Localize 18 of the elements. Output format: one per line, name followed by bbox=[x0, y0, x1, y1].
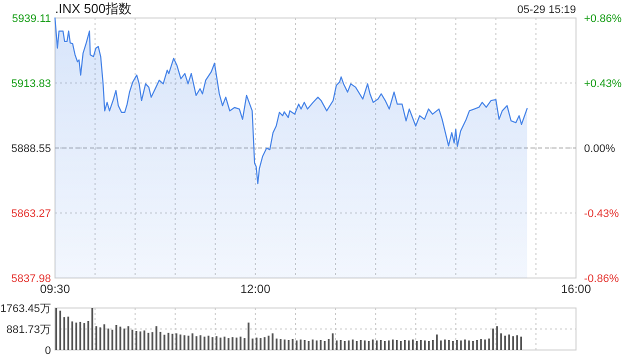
y2-tick-label: +0.86% bbox=[584, 12, 622, 25]
x-tick-label: 12:00 bbox=[240, 282, 271, 296]
y-tick-label: 5837.98 bbox=[11, 272, 51, 285]
y-tick-label: 5913.83 bbox=[11, 78, 51, 90]
y2-tick-label: -0.43% bbox=[584, 208, 620, 220]
text: 05-29 15:19 bbox=[517, 4, 576, 16]
y-tick-label: 5863.27 bbox=[11, 208, 51, 220]
y2-tick-label: -0.86% bbox=[584, 272, 620, 285]
y-tick-label: 5888.55 bbox=[11, 142, 51, 155]
chart-title: .INX 500指数 bbox=[55, 1, 132, 16]
y-tick-label: 5939.11 bbox=[12, 12, 51, 25]
y2-tick-label: 0.00% bbox=[584, 142, 616, 155]
y2-tick-label: +0.43% bbox=[584, 78, 622, 90]
y-tick-label: 1763.45万 bbox=[0, 302, 51, 315]
y-tick-label: 881.73万 bbox=[6, 324, 51, 336]
y-tick-label: 0 bbox=[44, 344, 51, 357]
x-tick-label: 16:00 bbox=[560, 282, 592, 296]
x-tick-label: 09:30 bbox=[40, 282, 70, 296]
